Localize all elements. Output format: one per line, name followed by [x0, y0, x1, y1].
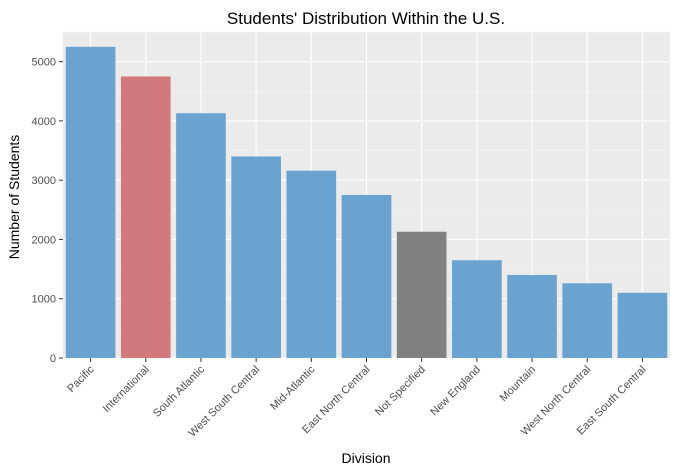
y-axis-title: Number of Students — [6, 135, 22, 260]
bar-east-north-central — [341, 195, 392, 358]
y-tick-label: 4000 — [32, 116, 56, 128]
bar-pacific — [65, 46, 116, 359]
bar-south-atlantic — [176, 113, 226, 358]
bar-mountain — [507, 275, 557, 358]
x-tick-label: Pacific — [65, 363, 97, 395]
bar-new-england — [452, 260, 502, 358]
bar-west-south-central — [231, 156, 281, 358]
y-tick-label: 0 — [50, 353, 56, 365]
chart-title: Students' Distribution Within the U.S. — [227, 9, 505, 28]
y-tick-label: 2000 — [32, 234, 56, 246]
x-tick-label: South Atlantic — [151, 363, 207, 419]
y-tick-label: 5000 — [32, 57, 56, 69]
y-tick-label: 1000 — [32, 294, 56, 306]
bars — [65, 46, 668, 359]
x-tick-label: Mid-Atlantic — [268, 363, 317, 412]
y-axis: 0 1000 2000 3000 4000 5000 — [32, 57, 63, 365]
bar-mid-atlantic — [286, 170, 337, 358]
x-tick-label: Not Specified — [373, 364, 428, 419]
bar-not-specified — [396, 231, 447, 358]
bar-west-north-central — [562, 283, 613, 358]
bar-east-south-central — [617, 292, 668, 358]
x-axis-title: Division — [341, 450, 390, 466]
bar-international — [120, 76, 171, 359]
x-tick-label: International — [101, 364, 152, 415]
x-tick-label: Mountain — [498, 364, 538, 404]
x-tick-label: New England — [428, 364, 483, 419]
y-tick-label: 3000 — [32, 175, 56, 187]
